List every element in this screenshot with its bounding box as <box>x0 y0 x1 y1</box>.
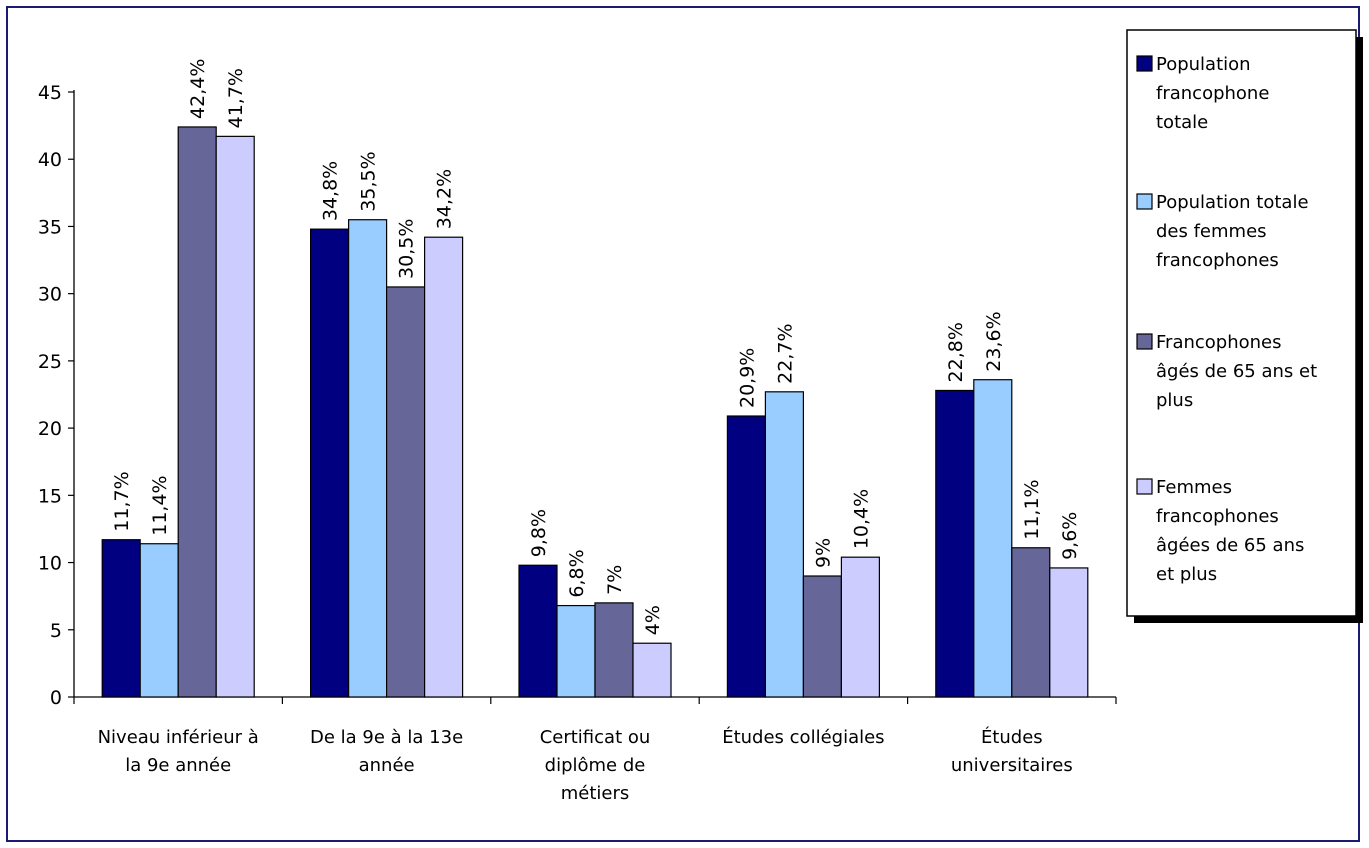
y-tick-label: 15 <box>38 485 62 507</box>
data-label: 11,7% <box>111 471 133 531</box>
bar <box>139 543 179 698</box>
bar <box>556 604 596 698</box>
data-label: 4% <box>642 605 664 635</box>
y-tick-label: 35 <box>38 216 62 238</box>
x-category-label: Études universitaires <box>951 726 1073 776</box>
data-label: 10,4% <box>850 489 872 549</box>
legend-entry-label: Population totale des femmes francophones <box>1156 192 1309 271</box>
bar <box>726 415 767 698</box>
bar <box>802 575 843 698</box>
bar <box>840 556 881 698</box>
bar <box>310 228 350 698</box>
data-label: 11,1% <box>1021 479 1043 539</box>
data-label: 9% <box>812 538 834 568</box>
data-label: 34,8% <box>320 161 342 221</box>
legend-swatch <box>1136 193 1153 210</box>
data-label: 9,6% <box>1059 512 1081 560</box>
data-label: 42,4% <box>187 59 209 119</box>
y-tick-label: 45 <box>38 82 62 104</box>
bar <box>1049 567 1089 698</box>
legend-entry-label: Femmes francophones âgées de 65 ans et plus <box>1156 477 1304 585</box>
data-label: 11,4% <box>149 475 171 535</box>
bar <box>177 126 217 698</box>
bar <box>594 602 634 698</box>
bar <box>101 539 141 698</box>
x-category-label: De la 9e à la 13e année <box>310 727 463 776</box>
bar <box>764 391 805 698</box>
x-category-label: Niveau inférieur à la 9e année <box>98 727 259 776</box>
data-label: 41,7% <box>225 68 247 128</box>
data-label: 7% <box>604 565 626 595</box>
data-label: 22,7% <box>774 323 796 383</box>
y-tick-label: 40 <box>38 149 62 171</box>
y-tick-label: 30 <box>38 284 62 306</box>
legend-swatch <box>1136 333 1153 350</box>
legend-swatch <box>1136 478 1153 495</box>
y-tick-label: 25 <box>38 351 62 373</box>
bar <box>215 135 255 698</box>
data-label: 34,2% <box>434 169 456 229</box>
legend-entry-label: Francophones âgés de 65 ans et plus <box>1156 332 1317 411</box>
data-label: 30,5% <box>396 219 418 279</box>
bar <box>386 286 426 698</box>
bar <box>935 389 975 698</box>
data-label: 23,6% <box>983 311 1005 371</box>
data-label: 20,9% <box>736 348 758 408</box>
bar <box>348 219 388 698</box>
bar <box>518 564 558 698</box>
x-category-label: Certificat ou diplôme de métiers <box>540 727 651 804</box>
x-category-label: Études collégiales <box>722 726 884 748</box>
data-label: 35,5% <box>358 151 380 211</box>
legend-swatch <box>1136 55 1153 72</box>
bar <box>424 236 464 698</box>
y-tick-label: 5 <box>50 620 62 642</box>
legend-entry-label: Population francophone totale <box>1156 54 1269 133</box>
bar <box>973 379 1013 698</box>
legend-box <box>1126 29 1357 617</box>
bar <box>632 642 672 698</box>
y-tick-label: 0 <box>50 687 62 709</box>
data-label: 6,8% <box>566 549 588 597</box>
y-tick-label: 10 <box>38 553 62 575</box>
bar <box>1011 547 1051 698</box>
data-label: 22,8% <box>945 322 967 382</box>
y-tick-label: 20 <box>38 418 62 440</box>
data-label: 9,8% <box>528 509 550 557</box>
